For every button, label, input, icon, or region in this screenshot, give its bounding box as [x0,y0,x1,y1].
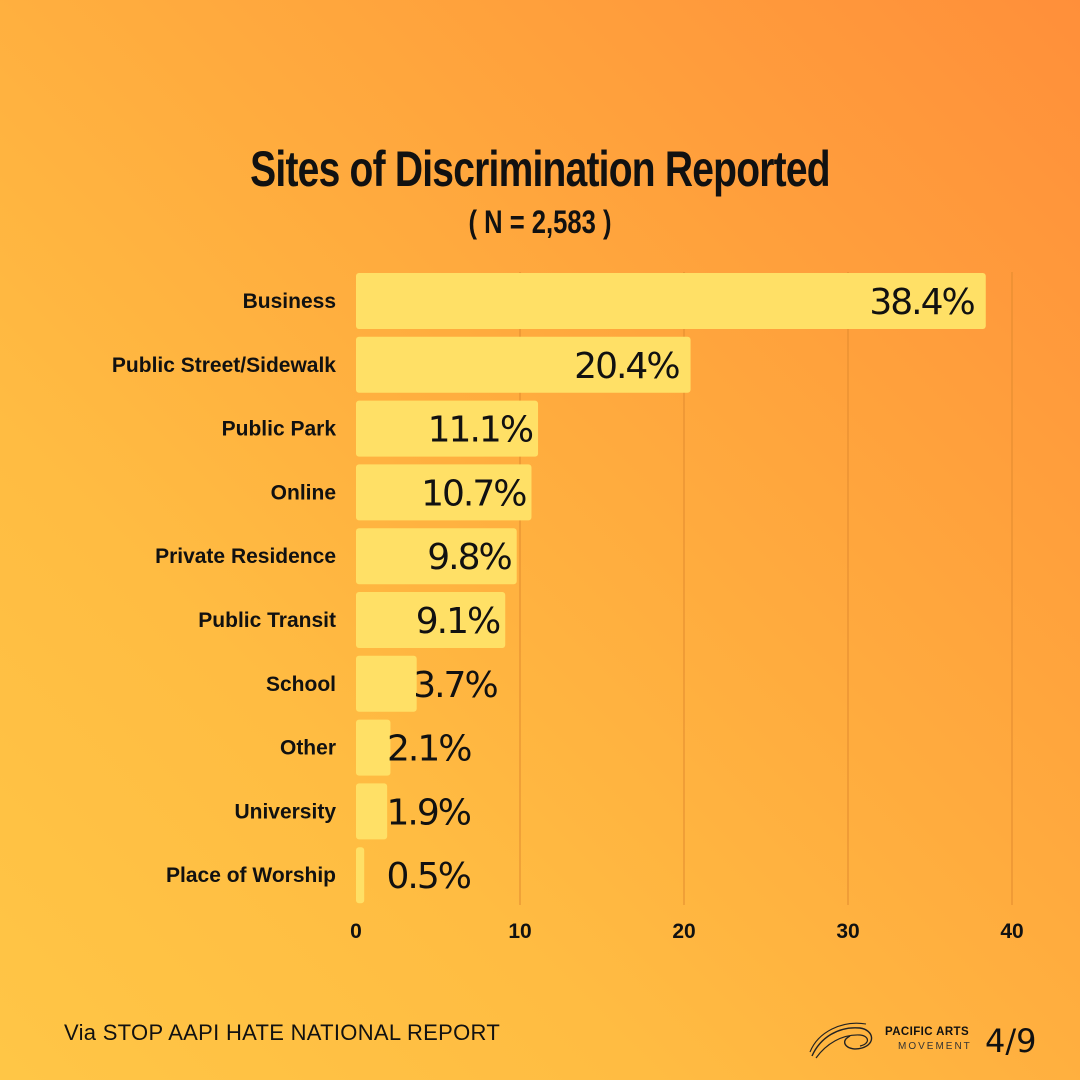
bar [356,655,417,712]
value-label: 38.4% [869,282,974,323]
chart-title: Sites of Discrimination Reported [250,141,830,197]
source-credit: Via STOP AAPI HATE NATIONAL REPORT [64,1020,501,1045]
category-label: School [266,673,336,696]
x-tick-label: 0 [350,920,362,943]
logo-text-top: PACIFIC ARTS [885,1026,970,1038]
x-tick-label: 40 [1000,920,1023,943]
category-label: Private Residence [155,545,336,568]
category-label: Public Transit [198,609,336,632]
x-tick-label: 30 [836,920,859,943]
chart-subtitle: ( N = 2,583 ) [468,204,612,240]
bar [356,528,517,585]
category-label: Other [280,737,336,760]
value-label: 10.7% [421,473,526,514]
category-label: Online [271,481,336,504]
wave-logo-icon [809,1022,873,1059]
bar [356,783,388,840]
x-tick-label: 10 [508,920,531,943]
bar [356,719,391,776]
pacific-arts-logo: PACIFIC ARTS MOVEMENT [808,1016,973,1062]
category-label: Public Park [222,418,337,441]
value-label: 9.8% [427,537,511,578]
bar [356,592,506,648]
bar [356,336,691,393]
bar [356,273,986,329]
value-label: 11.1% [428,410,533,451]
category-label: Public Street/Sidewalk [112,354,336,377]
category-label: University [234,800,336,823]
value-label: 0.5% [387,856,471,897]
bar-chart: Business 38.4% Public Street/Sidewalk 20.4%… [112,272,1024,943]
bar [356,847,365,904]
value-label: 1.9% [387,792,471,833]
page-indicator: 4/9 [985,1022,1037,1060]
value-label: 20.4% [574,346,679,387]
value-label: 2.1% [387,729,471,770]
bar [356,400,539,457]
logo-text-bottom: MOVEMENT [898,1041,972,1052]
value-label: 9.1% [416,601,500,642]
category-label: Place of Worship [166,864,336,887]
x-tick-label: 20 [672,920,695,943]
value-label: 3.7% [413,665,497,706]
category-label: Business [243,290,336,313]
bar [356,464,532,521]
